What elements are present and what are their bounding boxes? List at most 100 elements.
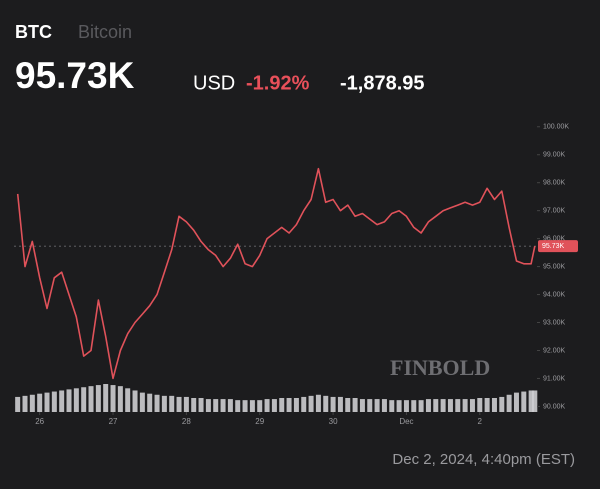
volume-bar: [411, 400, 417, 412]
volume-bar: [403, 400, 409, 412]
volume-bar: [286, 398, 292, 412]
price-line: [16, 167, 536, 380]
volume-bar: [521, 391, 527, 412]
volume-bar: [95, 385, 101, 412]
y-tick-label: 92.00K: [543, 347, 566, 354]
volume-bar: [125, 388, 131, 412]
volume-bar: [73, 388, 79, 412]
last-price-label: 95.73K: [542, 243, 565, 250]
volume-bar: [213, 399, 219, 412]
volume-bar: [381, 399, 387, 412]
change-percent: -1.92%: [246, 72, 310, 94]
volume-bar: [117, 386, 123, 412]
volume-bar: [345, 398, 351, 412]
volume-bar: [37, 393, 43, 412]
volume-bar: [462, 399, 468, 412]
timestamp: Dec 2, 2024, 4:40pm (EST): [392, 451, 575, 468]
change-absolute: -1,878.95: [340, 72, 425, 94]
volume-bar: [147, 393, 153, 412]
y-tick-label: 97.00K: [543, 208, 566, 215]
volume-bar: [249, 400, 255, 412]
y-tick-label: 93.00K: [543, 319, 566, 326]
volume-bar: [433, 399, 439, 412]
volume-bar: [374, 399, 380, 412]
volume-bar: [191, 398, 197, 412]
volume-bar: [161, 395, 167, 412]
y-tick-label: 96.00K: [543, 235, 566, 242]
watermark: FINBOLD: [390, 355, 490, 380]
volume-bar: [220, 399, 226, 412]
volume-bar: [513, 392, 519, 412]
asset-name: Bitcoin: [78, 22, 132, 42]
volume-bar: [301, 396, 307, 412]
volume-bar: [330, 396, 336, 412]
volume-bar: [59, 390, 65, 412]
volume-bar: [315, 394, 321, 412]
volume-bar: [257, 400, 263, 412]
volume-bar: [235, 400, 241, 412]
volume-bar: [484, 398, 490, 412]
x-tick-label: 28: [182, 417, 191, 426]
volume-bar: [110, 385, 116, 412]
x-tick-label: 2: [478, 417, 483, 426]
volume-bar: [352, 398, 358, 412]
x-tick-label: Dec: [399, 417, 413, 426]
volume-bar: [176, 396, 182, 412]
y-tick-label: 94.00K: [543, 291, 566, 298]
volume-bar: [367, 399, 373, 412]
volume-bar: [66, 389, 72, 412]
volume-bar: [242, 400, 248, 412]
volume-bar: [440, 399, 446, 412]
volume-bar: [293, 398, 299, 412]
volume-bar: [132, 390, 138, 412]
volume-bar: [198, 398, 204, 412]
volume-bar: [532, 390, 538, 412]
volume-bar: [51, 391, 57, 412]
price: 95.73K: [15, 55, 135, 96]
volume-bar: [154, 394, 160, 412]
volume-bar: [396, 400, 402, 412]
volume-bar: [308, 395, 314, 412]
y-tick-label: 90.00K: [543, 403, 566, 410]
volume-bar: [389, 400, 395, 412]
y-tick-label: 99.00K: [543, 152, 566, 159]
volume-bar: [447, 399, 453, 412]
volume-bar: [139, 392, 145, 412]
x-tick-label: 29: [255, 417, 264, 426]
y-tick-label: 91.00K: [543, 375, 566, 382]
volume-bar: [22, 395, 28, 412]
volume-bar: [323, 395, 329, 412]
volume-bar: [227, 399, 233, 412]
last-price-badge: [538, 240, 578, 253]
y-tick-label: 98.00K: [543, 180, 566, 187]
volume-bar: [271, 399, 277, 412]
y-tick-label: 100.00K: [543, 124, 569, 131]
volume-bar: [88, 386, 94, 412]
volume-bar: [506, 394, 512, 412]
x-tick-label: 27: [109, 417, 118, 426]
x-tick-label: 26: [35, 417, 44, 426]
x-tick-label: 30: [329, 417, 338, 426]
volume-bar: [29, 394, 35, 412]
volume-bar: [337, 396, 343, 412]
volume-bar: [528, 390, 534, 412]
volume-bar: [418, 400, 424, 412]
volume-bar: [205, 399, 211, 412]
volume-bar: [491, 398, 497, 412]
volume-bar: [264, 399, 270, 412]
volume-bar: [477, 398, 483, 412]
volume-bar: [359, 399, 365, 412]
symbol: BTC: [15, 22, 52, 42]
volume-bar: [455, 399, 461, 412]
volume-bar: [499, 396, 505, 412]
volume-bar: [183, 396, 189, 412]
currency: USD: [193, 72, 235, 94]
volume-bar: [103, 384, 109, 412]
volume-bar: [169, 395, 175, 412]
volume-bar: [469, 399, 475, 412]
volume-bar: [425, 399, 431, 412]
volume-bar: [279, 398, 285, 412]
volume-bar: [15, 396, 21, 412]
